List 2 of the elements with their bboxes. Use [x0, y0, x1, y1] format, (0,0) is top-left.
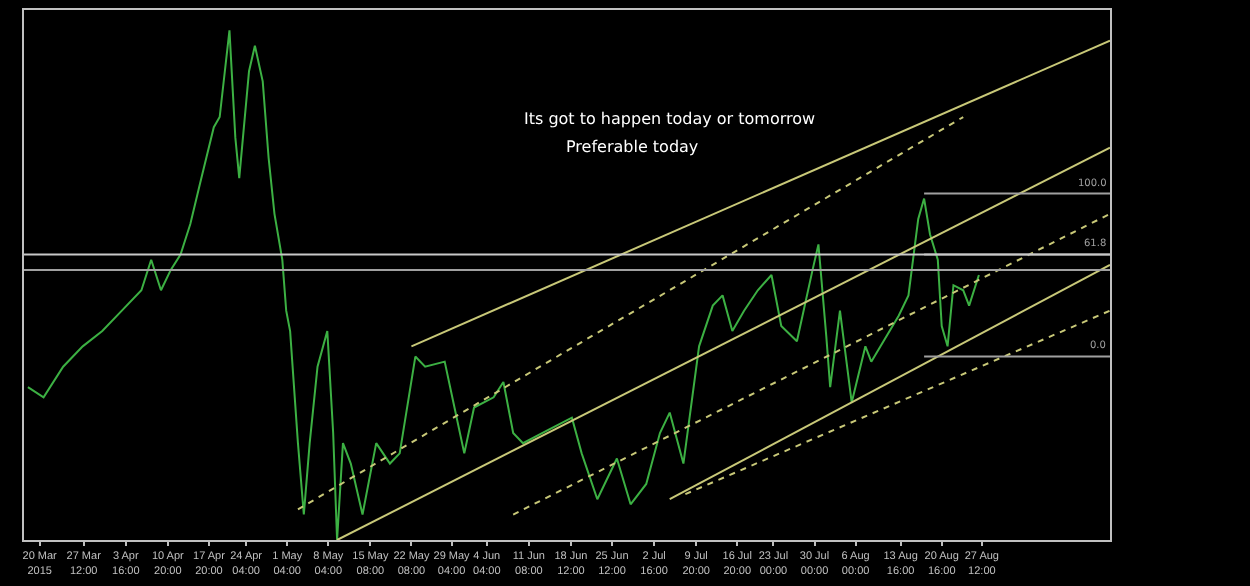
- annotation: Its got to happen today or tomorrow: [524, 110, 816, 128]
- annotation: Preferable today: [566, 138, 699, 156]
